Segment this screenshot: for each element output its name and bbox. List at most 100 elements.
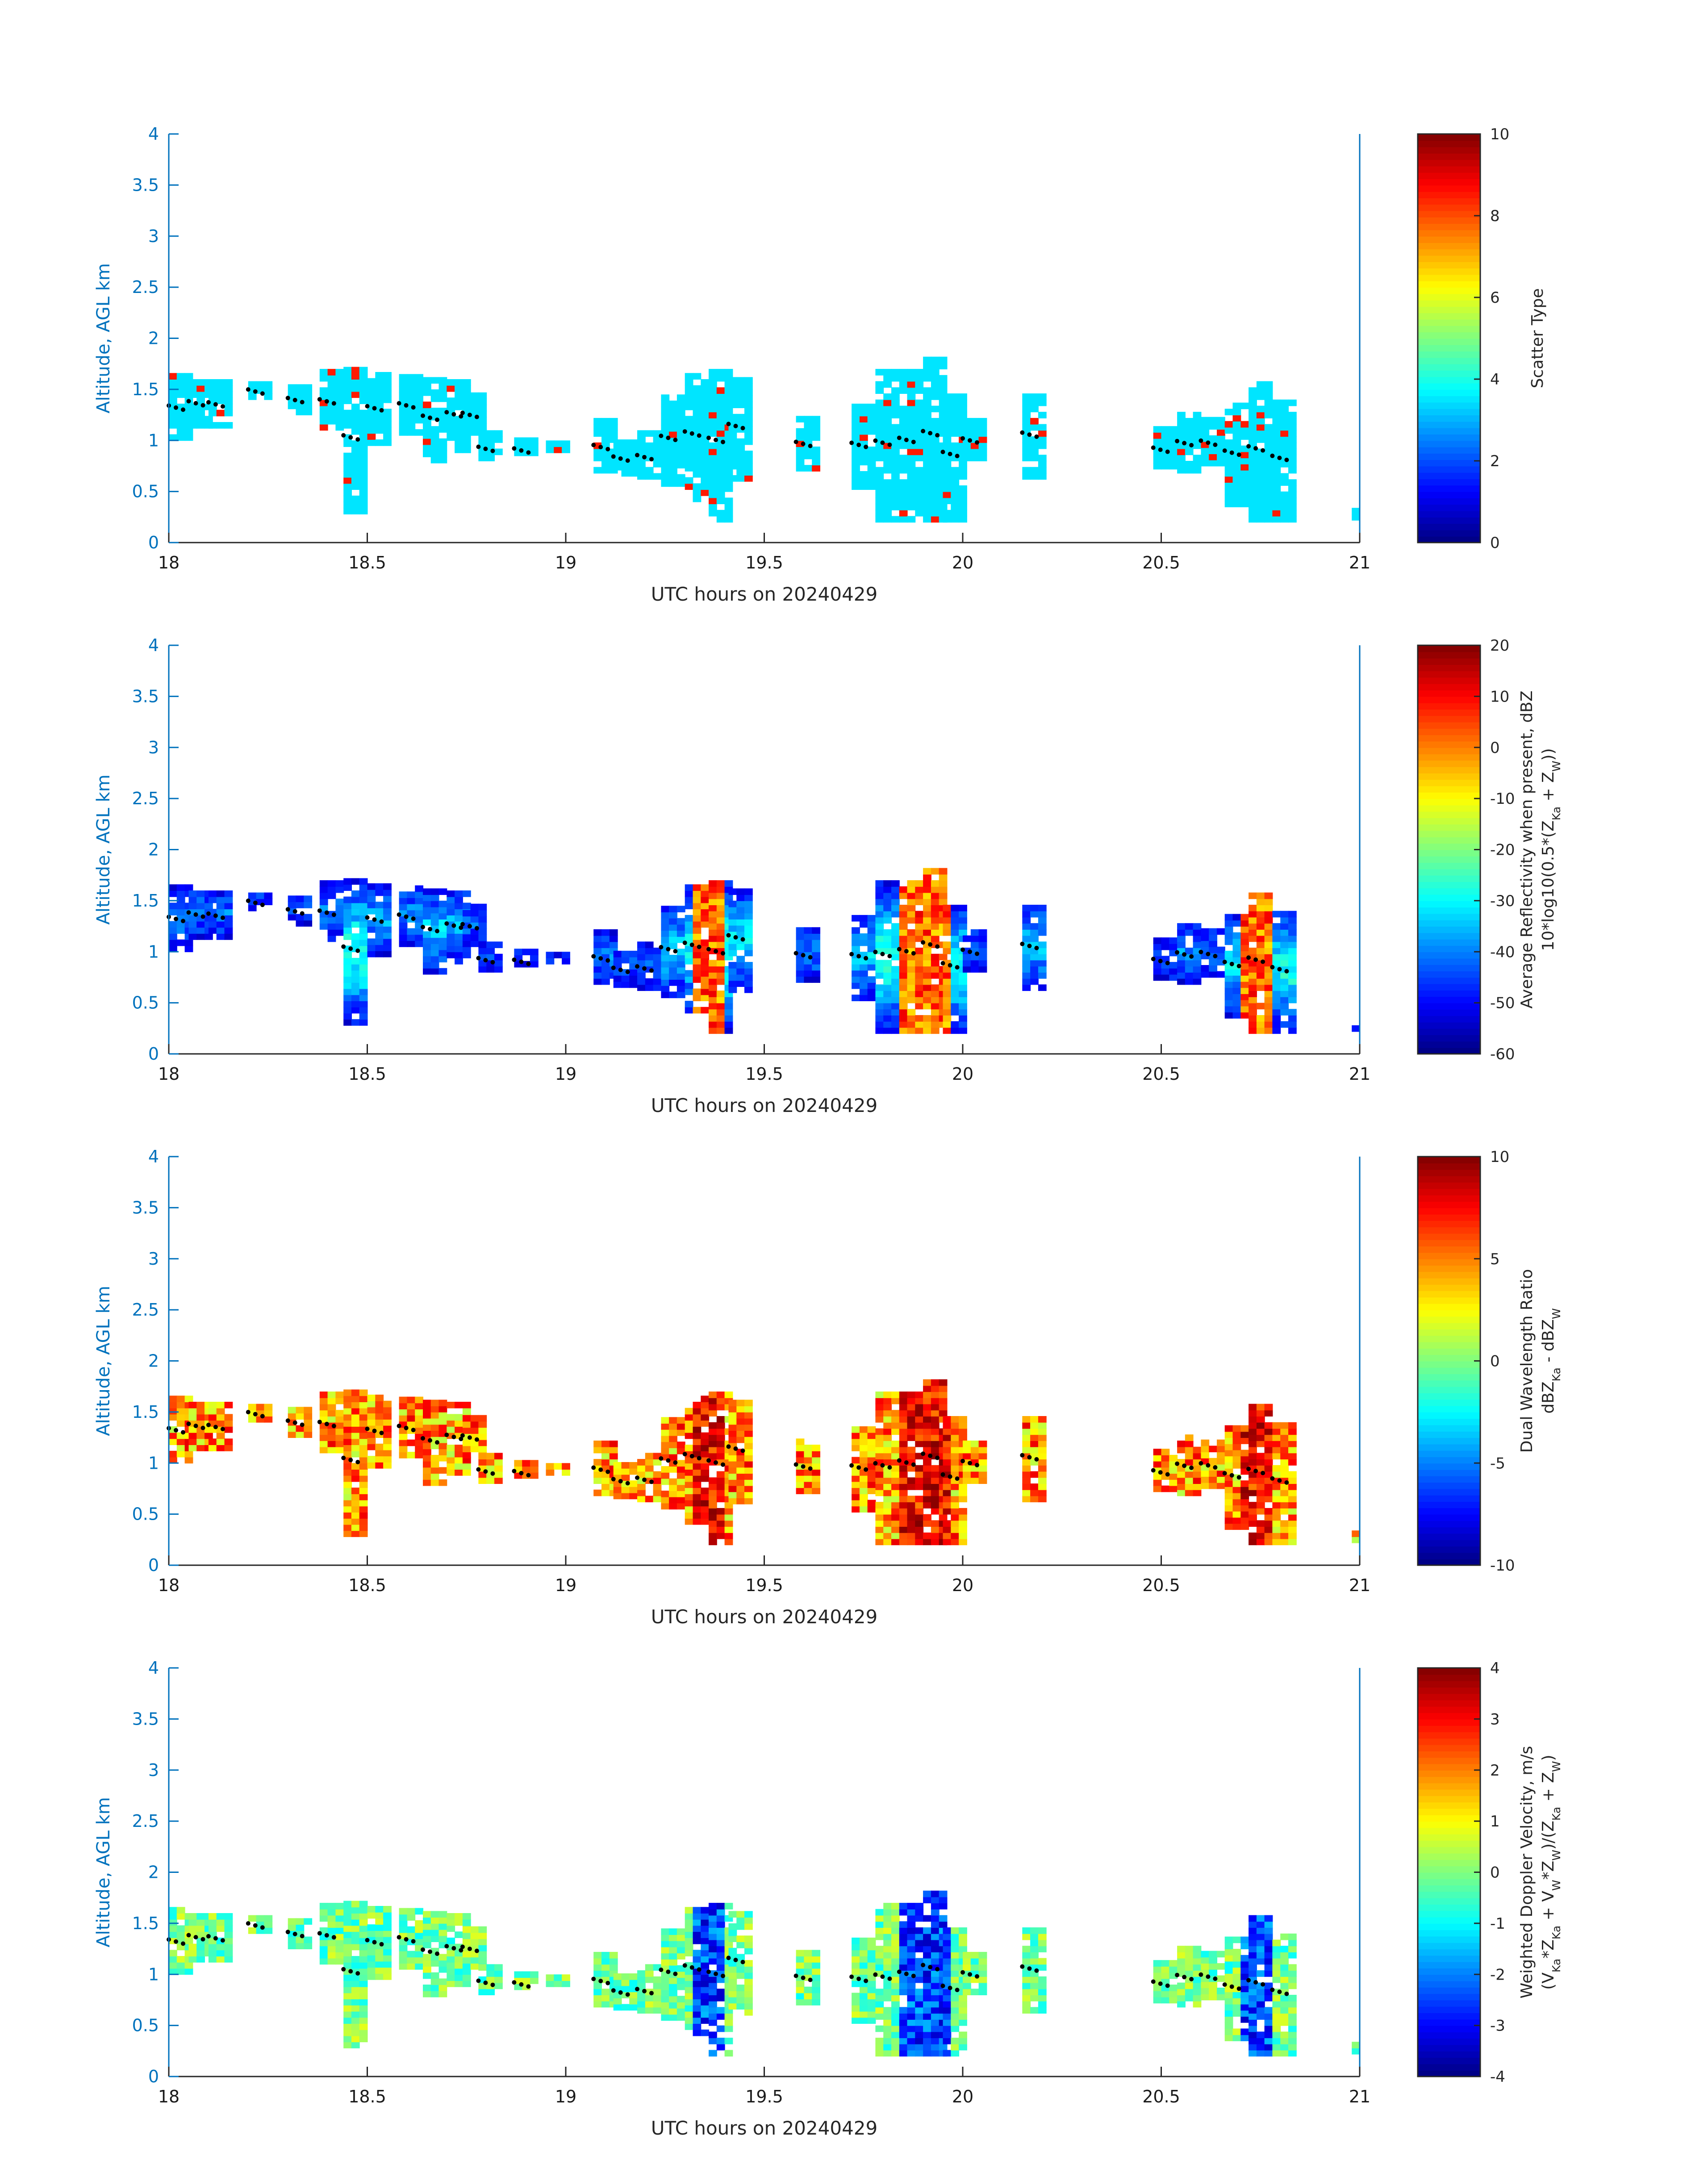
data-cell [383, 920, 392, 927]
data-cell [562, 1463, 570, 1470]
data-cell [601, 1440, 610, 1447]
data-cell [462, 916, 471, 923]
data-cell [693, 495, 702, 502]
data-cell [335, 905, 344, 911]
data-cell [1038, 1434, 1047, 1441]
data-cell [669, 480, 677, 487]
data-cell [343, 489, 352, 496]
data-cell [327, 1958, 336, 1965]
data-cell [959, 1520, 967, 1527]
cloud-base-dot [512, 446, 517, 451]
data-cell [367, 1912, 376, 1919]
cloud-base-dot [260, 1414, 265, 1419]
data-cell [621, 1486, 630, 1493]
data-cell [399, 1908, 408, 1915]
data-cell [637, 1976, 646, 1983]
data-cell [1038, 966, 1047, 973]
data-cell [288, 1413, 296, 1420]
cloud-base-dot [801, 1464, 806, 1469]
data-cell [796, 452, 805, 460]
data-cell [1249, 1416, 1257, 1423]
data-cell [196, 1432, 205, 1439]
data-cell [907, 393, 916, 400]
data-cell [867, 477, 876, 484]
data-cell [343, 495, 352, 502]
data-cell [176, 1414, 185, 1421]
data-cell [613, 957, 622, 964]
data-cell [335, 1903, 344, 1910]
data-cell [959, 510, 967, 517]
colorbar-tick-label: -30 [1490, 892, 1515, 910]
data-cell [939, 1397, 948, 1404]
colorbar-swatch [1418, 1418, 1480, 1425]
data-cell [438, 438, 447, 445]
data-cell [661, 1953, 670, 1960]
data-cell [423, 451, 431, 457]
data-cell [899, 1009, 908, 1015]
data-cell [701, 988, 710, 995]
data-cell [875, 412, 884, 418]
cloud-base-dot [598, 1467, 603, 1472]
data-cell [804, 452, 813, 460]
data-cell [1288, 1538, 1297, 1546]
data-cell [1272, 1453, 1281, 1460]
data-cell [399, 386, 408, 393]
data-cell [415, 380, 423, 387]
data-cell [399, 928, 408, 935]
cloud-base-dot [526, 1473, 531, 1478]
cloud-base-dot [460, 1433, 465, 1438]
x-tick-label: 20 [952, 1575, 973, 1595]
data-cell [931, 898, 940, 905]
data-cell [1169, 1454, 1178, 1462]
data-cell [1280, 399, 1289, 406]
colorbar-swatch [1418, 351, 1480, 358]
data-cell [486, 436, 495, 443]
data-cell [709, 1526, 717, 1533]
data-cell [1272, 1520, 1281, 1527]
cloud-base-dot [1213, 443, 1218, 447]
data-cell [1169, 937, 1178, 944]
data-cell [852, 483, 860, 490]
data-cell [959, 412, 967, 418]
data-cell [1272, 510, 1281, 517]
data-cell [359, 976, 368, 983]
data-cell [1249, 1520, 1257, 1527]
data-cell [415, 1446, 423, 1453]
cloud-base-dot [411, 405, 416, 410]
data-cell [883, 1526, 892, 1533]
data-cell [319, 1951, 328, 1959]
colorbar-swatch [1418, 952, 1480, 959]
data-cell [959, 1483, 967, 1490]
data-cell [915, 990, 924, 997]
data-cell [701, 994, 710, 1001]
data-cell [1232, 409, 1241, 415]
data-cell [296, 1413, 305, 1420]
data-cell [709, 923, 717, 930]
data-cell [423, 968, 431, 975]
data-cell [685, 465, 693, 472]
x-axis-label: UTC hours on 20240429 [651, 583, 878, 605]
data-cell [959, 905, 967, 911]
data-cell [899, 978, 908, 985]
data-cell [359, 1408, 368, 1415]
data-cell [1030, 405, 1039, 413]
data-cell [796, 416, 805, 422]
data-cell [1280, 1021, 1289, 1028]
data-cell [852, 1457, 860, 1464]
data-cell [1177, 972, 1186, 979]
data-cell [256, 1915, 265, 1922]
data-cell [1153, 949, 1162, 957]
colorbar-swatch [1418, 990, 1480, 997]
data-cell [423, 438, 431, 445]
colorbar-swatch [1418, 1488, 1480, 1496]
data-cell [319, 1958, 328, 1965]
data-cell [669, 401, 677, 407]
data-cell [685, 1506, 693, 1513]
data-cell [796, 1438, 805, 1445]
data-cell [1201, 1452, 1210, 1458]
data-cell [804, 939, 813, 946]
cloud-base-dot [928, 431, 933, 435]
data-cell [351, 1974, 360, 1981]
data-cell [915, 479, 924, 486]
cloud-base-dot [459, 925, 464, 930]
